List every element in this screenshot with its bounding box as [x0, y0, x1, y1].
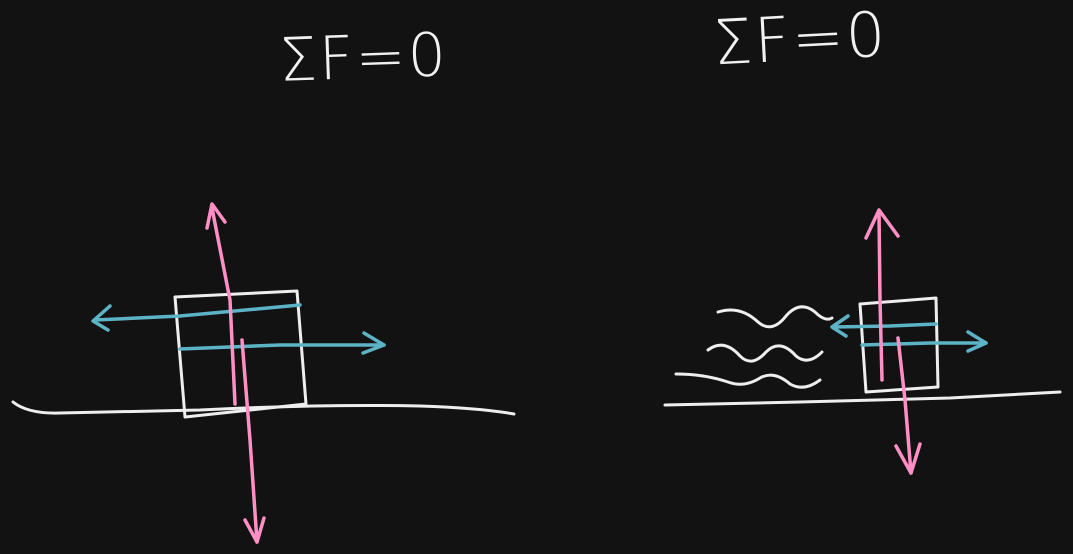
left-force-arrow-leftward	[91, 303, 302, 332]
wind-squiggle-bottom	[674, 372, 822, 389]
left-force-arrow-down	[240, 338, 266, 544]
wind-squiggles	[674, 305, 834, 389]
right-force-arrow-leftward	[830, 314, 938, 338]
left-force-arrow-up	[205, 202, 237, 406]
right-force-arrow-rightward	[860, 330, 988, 353]
right-free-body-diagram	[663, 208, 1062, 475]
right-force-arrow-up	[864, 208, 900, 382]
right-force-arrow-down	[894, 336, 922, 475]
right-block	[858, 296, 940, 394]
left-force-arrow-rightward	[178, 331, 386, 355]
left-free-body-diagram	[11, 202, 516, 544]
right-net-force-equation: ΣF=0	[711, 0, 889, 80]
wind-squiggle-middle	[706, 343, 824, 363]
left-ground-line	[11, 400, 516, 416]
left-block	[173, 289, 308, 419]
left-net-force-equation: ΣF=0	[277, 20, 450, 96]
wind-squiggle-top	[716, 305, 834, 329]
right-ground-line	[663, 390, 1062, 407]
